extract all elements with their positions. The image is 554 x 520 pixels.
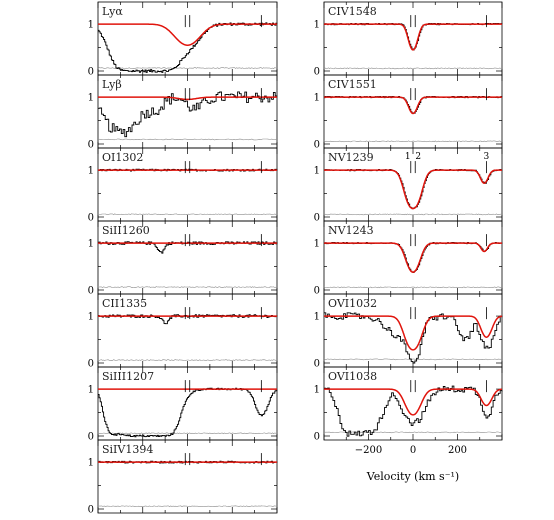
data-spectrum <box>324 22 503 51</box>
y-tick-label: 1 <box>88 458 94 469</box>
y-tick-label: 1 <box>88 312 94 323</box>
error-spectrum <box>97 138 278 141</box>
y-tick-label: 1 <box>88 20 94 31</box>
error-spectrum <box>323 213 503 216</box>
panel-siii1260: 0 1 SiII1260 <box>88 220 278 297</box>
y-tick-label: 0 <box>314 140 320 151</box>
error-spectrum <box>97 67 278 69</box>
error-spectrum <box>97 432 278 435</box>
data-spectrum <box>324 241 503 273</box>
data-spectrum <box>324 95 503 114</box>
x-tick-label: 0 <box>410 445 416 456</box>
panel-nv1243: 0 1 NV1243 <box>314 220 503 297</box>
x-axis-title: Velocity (km s⁻¹) <box>366 470 459 483</box>
ion-label: NV1239 <box>328 151 374 164</box>
y-tick-label: 0 <box>88 432 94 443</box>
model-fit <box>98 96 277 101</box>
y-tick-label: 1 <box>314 239 320 250</box>
model-fit <box>324 242 502 273</box>
y-tick-label: 0 <box>88 140 94 151</box>
y-tick-label: 0 <box>314 67 320 78</box>
component-label: 2 <box>415 152 421 162</box>
panel-siiii1207: 0 1 SiIII1207 <box>88 366 278 443</box>
error-spectrum <box>97 505 278 508</box>
error-spectrum <box>97 213 278 216</box>
ion-label: OVI1038 <box>328 370 377 383</box>
y-tick-label: 0 <box>314 286 320 297</box>
data-spectrum <box>324 312 503 364</box>
y-tick-label: 1 <box>88 239 94 250</box>
y-tick-label: 0 <box>88 286 94 297</box>
y-tick-label: 0 <box>88 213 94 224</box>
ion-label: Lyβ <box>102 78 122 91</box>
x-tick-label: 200 <box>448 445 467 456</box>
ion-label: SiIV1394 <box>102 443 153 456</box>
panel-frame <box>97 1 278 76</box>
y-tick-label: 1 <box>88 385 94 396</box>
ion-label: CIV1551 <box>328 78 377 91</box>
y-tick-label: 1 <box>314 20 320 31</box>
error-spectrum <box>323 358 503 361</box>
y-tick-label: 1 <box>314 166 320 177</box>
error-spectrum <box>323 140 503 143</box>
panel-ly: 0 1 Lyα <box>88 1 278 78</box>
panel-oi1302: 0 1 OI1302 <box>88 147 278 224</box>
y-tick-label: 0 <box>88 505 94 516</box>
data-spectrum <box>98 22 278 73</box>
error-spectrum <box>97 359 278 361</box>
model-fit <box>324 96 502 115</box>
ion-label: CII1335 <box>102 297 147 310</box>
panel-ovi1032: 0 1 OVI1032 <box>314 293 503 370</box>
data-spectrum <box>98 91 278 138</box>
ion-label: NV1243 <box>328 224 374 237</box>
panel-ly: 0 1 Lyβ <box>88 74 278 151</box>
error-spectrum <box>323 286 503 289</box>
ion-label: CIV1548 <box>328 5 377 18</box>
y-tick-label: 0 <box>88 359 94 370</box>
model-fit <box>324 315 502 351</box>
y-tick-label: 1 <box>314 93 320 104</box>
panel-civ1548: 0 1 CIV1548 <box>314 1 503 78</box>
x-axis-label: Velocity (km s⁻¹) <box>366 470 459 483</box>
ion-label: OVI1032 <box>328 297 377 310</box>
data-spectrum <box>324 168 503 210</box>
model-fit <box>324 169 502 210</box>
panel-ovi1038: 0 1 OVI1038 −200 0 200 <box>314 366 503 456</box>
y-tick-label: 1 <box>88 166 94 177</box>
ion-label: Lyα <box>102 5 123 18</box>
data-spectrum <box>98 314 278 325</box>
ion-label: SiIII1207 <box>102 370 154 383</box>
error-spectrum <box>323 67 503 70</box>
ion-label: SiII1260 <box>102 224 150 237</box>
panel-siiv1394: 0 1 SiIV1394 <box>88 439 278 516</box>
ion-label: OI1302 <box>102 151 143 164</box>
y-tick-label: 1 <box>314 312 320 323</box>
y-tick-label: 0 <box>314 359 320 370</box>
y-tick-label: 0 <box>314 432 320 443</box>
y-tick-label: 0 <box>314 213 320 224</box>
x-tick-label: −200 <box>355 445 382 456</box>
panel-layer: 01Lyα01Lyβ01OI130201SiII126001CII133501S… <box>88 1 503 516</box>
error-spectrum <box>323 431 502 434</box>
component-label: 3 <box>484 152 490 162</box>
data-spectrum <box>98 387 278 438</box>
model-fit <box>324 23 502 51</box>
panel-civ1551: 0 1 CIV1551 <box>314 74 503 151</box>
model-fit <box>98 23 277 46</box>
y-tick-label: 0 <box>88 67 94 78</box>
error-spectrum <box>97 286 278 288</box>
model-fit <box>324 388 502 416</box>
data-spectrum <box>324 385 503 437</box>
y-tick-label: 1 <box>314 385 320 396</box>
component-label: 1 <box>405 152 411 162</box>
panel-cii1335: 0 1 CII1335 <box>88 293 278 370</box>
y-tick-label: 1 <box>88 93 94 104</box>
